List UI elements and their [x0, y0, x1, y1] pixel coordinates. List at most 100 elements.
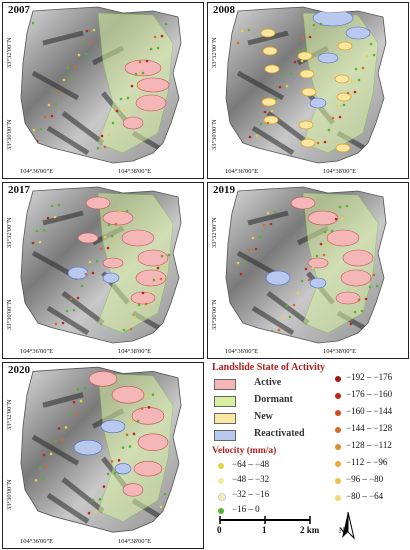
legend-label-reactivated: Reactivated	[254, 428, 305, 439]
velocity-point	[107, 133, 111, 137]
velocity-point	[300, 59, 304, 63]
velocity-point	[61, 321, 65, 325]
velocity-label-r7: −80 – −64	[346, 491, 384, 501]
lon-label-2007-left: 104°36'00"E	[20, 168, 54, 175]
active-landslide	[326, 229, 360, 247]
velocity-point	[99, 247, 103, 251]
legend-swatch-active	[214, 379, 236, 390]
velocity-point	[152, 278, 156, 282]
velocity-point	[129, 327, 133, 331]
dormant-zone	[97, 12, 174, 154]
velocity-point	[98, 497, 102, 501]
velocity-point	[91, 499, 95, 502]
lat-label-2017-top: 33°32'00"N	[6, 217, 13, 248]
velocity-point	[39, 127, 43, 131]
velocity-point	[130, 84, 134, 88]
velocity-point	[369, 42, 373, 46]
reactivated-landslide	[345, 26, 371, 40]
velocity-point	[160, 34, 164, 38]
legend-swatch-dormant	[214, 396, 236, 407]
velocity-dot-r3	[335, 427, 341, 433]
velocity-dot-r2	[335, 410, 341, 416]
velocity-point	[66, 66, 70, 70]
velocity-point	[266, 211, 270, 215]
velocity-point	[46, 216, 50, 220]
velocity-point	[31, 21, 35, 25]
active-landslide	[135, 269, 167, 287]
velocity-point	[38, 466, 42, 470]
new-landslide	[264, 64, 280, 74]
reactivated-landslide	[114, 463, 132, 475]
new-landslide	[298, 120, 314, 130]
velocity-point	[168, 140, 172, 144]
velocity-point	[266, 121, 270, 125]
velocity-point	[273, 210, 277, 214]
velocity-point	[330, 229, 334, 233]
velocity-label-l2: −32 – −16	[232, 489, 270, 499]
new-landslide	[299, 69, 315, 79]
velocity-point	[163, 492, 167, 496]
velocity-point	[301, 36, 305, 40]
map-panel-2008	[207, 2, 409, 179]
velocity-point	[274, 97, 278, 101]
ridge-shadow	[31, 434, 80, 466]
velocity-point	[360, 309, 364, 313]
velocity-point	[125, 433, 129, 437]
lon-label-2019-left: 104°36'00"E	[225, 348, 259, 355]
velocity-point	[323, 230, 327, 234]
ridge-shadow	[266, 291, 310, 325]
velocity-point	[136, 419, 140, 423]
velocity-point	[236, 261, 240, 265]
velocity-point	[81, 41, 85, 45]
velocity-point	[308, 35, 312, 39]
velocity-point	[159, 505, 163, 509]
velocity-point	[103, 235, 107, 239]
velocity-point	[285, 304, 289, 308]
velocity-point	[84, 52, 88, 56]
ridge-shadow	[31, 70, 80, 101]
velocity-point	[57, 203, 61, 207]
velocity-point	[244, 147, 248, 151]
velocity-point	[326, 241, 330, 245]
lat-label-2020-top: 33°32'00"N	[6, 399, 13, 430]
velocity-point	[357, 78, 361, 82]
new-landslide	[301, 87, 317, 97]
velocity-point	[153, 35, 157, 39]
velocity-point	[353, 310, 357, 314]
reactivated-landslide	[67, 266, 89, 280]
velocity-point	[262, 223, 266, 227]
new-landslide	[337, 41, 353, 51]
lon-label-2017-left: 104°36'00"E	[20, 348, 54, 355]
velocity-label-l3: −16 – 0	[232, 504, 260, 514]
velocity-point	[278, 85, 282, 89]
new-landslide	[297, 51, 313, 61]
velocity-point	[147, 406, 151, 409]
velocity-point	[125, 209, 129, 213]
ridge-shadow	[61, 291, 105, 325]
velocity-point	[322, 253, 326, 257]
velocity-point	[149, 47, 153, 51]
ridge-shadow	[46, 125, 90, 156]
velocity-point	[72, 400, 76, 404]
velocity-point	[68, 413, 72, 417]
velocity-label-r4: −128 – −112	[346, 440, 392, 450]
velocity-point	[35, 229, 39, 233]
lat-label-2008-top: 33°32'00"N	[211, 37, 218, 68]
active-landslide	[342, 249, 374, 267]
velocity-point	[372, 273, 376, 277]
active-landslide	[124, 59, 162, 77]
legend-label-dormant: Dormant	[254, 394, 293, 405]
velocity-point	[307, 278, 311, 282]
new-landslide	[263, 115, 279, 125]
velocity-point	[349, 322, 353, 326]
map-panel-2007	[2, 2, 204, 179]
velocity-point	[32, 128, 36, 132]
ridge-shadow	[236, 70, 285, 101]
velocity-point	[144, 394, 148, 398]
velocity-point	[85, 29, 89, 33]
new-landslide	[334, 74, 350, 84]
velocity-dot-r4	[335, 444, 341, 450]
velocity-point	[77, 53, 81, 57]
velocity-label-r5: −112 – −96	[346, 457, 388, 467]
velocity-dot-l0	[218, 463, 224, 469]
